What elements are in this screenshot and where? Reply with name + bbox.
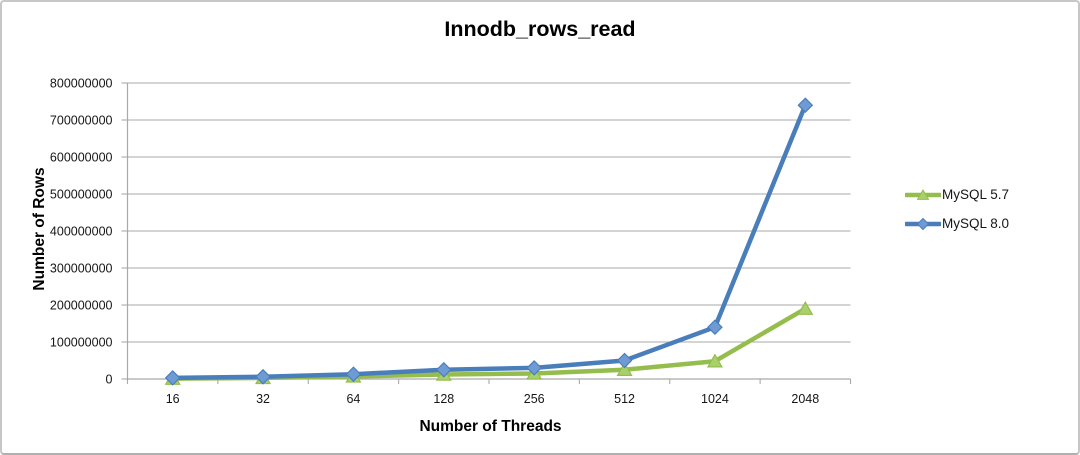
y-tick-labels: 0 100000000 200000000 300000000 400000000 500… [50,77,113,387]
svg-text:16: 16 [166,392,180,406]
series-mysql-8-0 [164,97,814,386]
y-axis-title: Number of Rows [31,167,48,291]
svg-text:300000000: 300000000 [50,262,113,276]
chart-title: Innodb_rows_read [444,17,636,41]
svg-text:200000000: 200000000 [50,299,113,313]
gridlines [121,82,851,380]
legend-item-mysql-5-7: MySQL 5.7 [905,180,1009,209]
svg-text:1024: 1024 [701,392,729,406]
legend-label: MySQL 8.0 [942,216,1010,231]
legend-marker-mysql-8-0-icon [905,216,941,232]
legend-label: MySQL 5.7 [942,187,1010,202]
svg-text:600000000: 600000000 [50,151,113,165]
svg-text:500000000: 500000000 [50,188,113,202]
svg-text:128: 128 [433,392,454,406]
svg-text:700000000: 700000000 [50,114,113,128]
legend-item-mysql-8-0: MySQL 8.0 [905,209,1009,238]
svg-text:512: 512 [614,392,635,406]
x-tick-labels: 16 32 64 128 256 512 1024 2048 [166,392,820,406]
x-axis-title: Number of Threads [419,418,562,435]
svg-text:2048: 2048 [791,392,819,406]
svg-text:0: 0 [106,373,113,387]
svg-text:256: 256 [524,392,545,406]
svg-text:800000000: 800000000 [50,77,113,91]
svg-text:100000000: 100000000 [50,336,113,350]
legend-marker-mysql-5-7-icon [905,187,941,203]
svg-text:32: 32 [256,392,270,406]
svg-text:400000000: 400000000 [50,225,113,239]
svg-text:64: 64 [346,392,360,406]
legend: MySQL 5.7 MySQL 8.0 [905,180,1009,238]
